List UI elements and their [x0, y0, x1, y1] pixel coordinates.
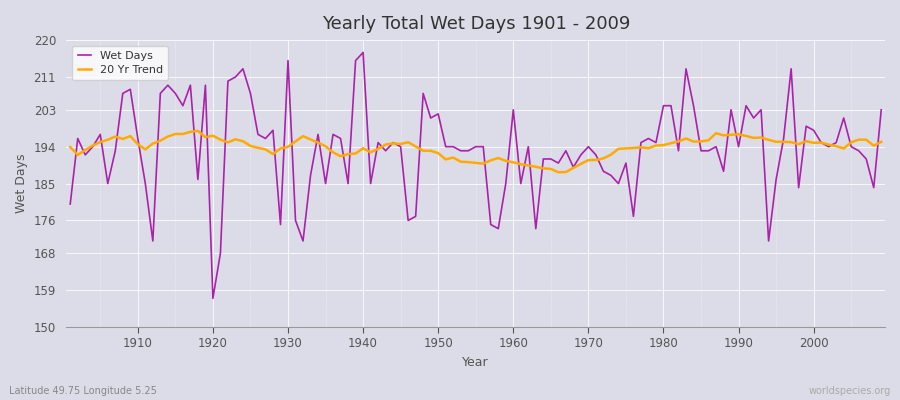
20 Yr Trend — [553, 170, 563, 175]
Y-axis label: Wet Days: Wet Days — [15, 154, 28, 213]
20 Yr Trend — [613, 146, 624, 151]
20 Yr Trend — [508, 160, 518, 165]
Text: worldspecies.org: worldspecies.org — [809, 386, 891, 396]
Text: Latitude 49.75 Longitude 5.25: Latitude 49.75 Longitude 5.25 — [9, 386, 157, 396]
20 Yr Trend — [125, 134, 136, 138]
Wet Days — [343, 181, 354, 186]
Wet Days — [357, 50, 368, 55]
Wet Days — [523, 144, 534, 149]
20 Yr Trend — [343, 152, 354, 156]
Wet Days — [298, 238, 309, 243]
Wet Days — [125, 87, 136, 92]
Wet Days — [208, 296, 219, 301]
Wet Days — [876, 107, 886, 112]
Line: Wet Days: Wet Days — [70, 52, 881, 298]
Wet Days — [65, 202, 76, 206]
20 Yr Trend — [516, 162, 526, 167]
Wet Days — [613, 181, 624, 186]
Wet Days — [516, 181, 526, 186]
Line: 20 Yr Trend: 20 Yr Trend — [70, 131, 881, 172]
20 Yr Trend — [298, 134, 309, 138]
Legend: Wet Days, 20 Yr Trend: Wet Days, 20 Yr Trend — [72, 46, 168, 80]
Title: Yearly Total Wet Days 1901 - 2009: Yearly Total Wet Days 1901 - 2009 — [321, 15, 630, 33]
20 Yr Trend — [65, 145, 76, 150]
20 Yr Trend — [193, 128, 203, 133]
20 Yr Trend — [876, 140, 886, 144]
X-axis label: Year: Year — [463, 356, 489, 369]
